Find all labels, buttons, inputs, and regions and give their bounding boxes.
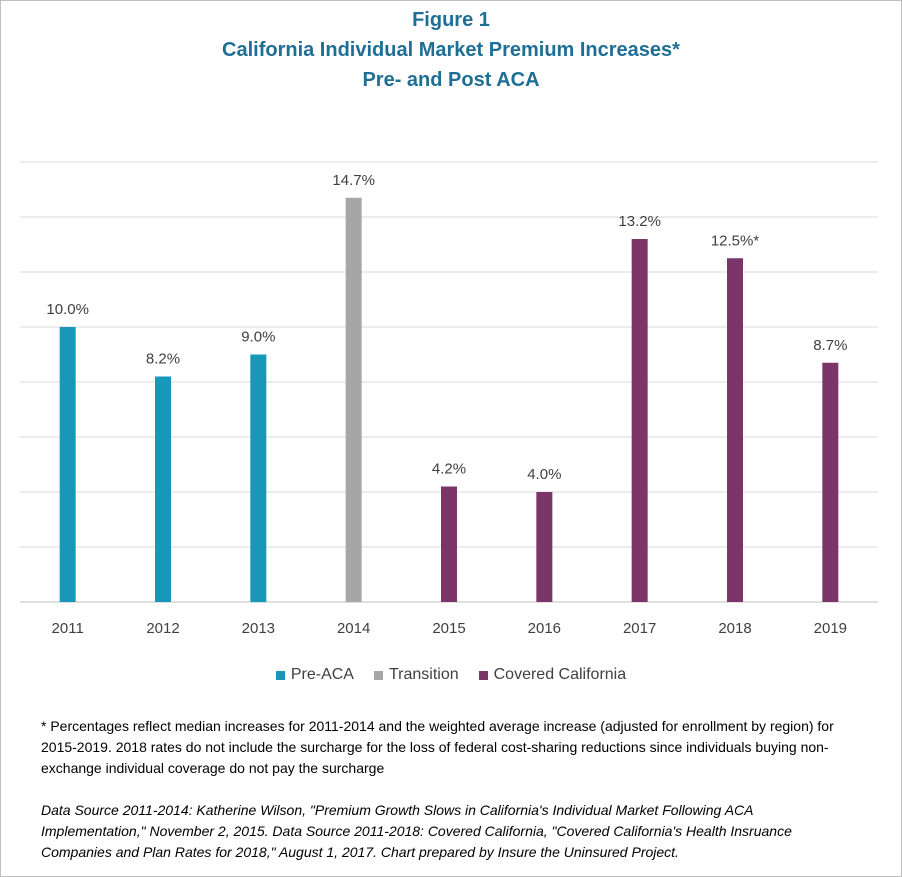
data-label-2011: 10.0% (46, 301, 89, 318)
data-label-2017: 13.2% (618, 213, 661, 230)
x-tick-label-2017: 2017 (623, 620, 656, 637)
bar-chart: 10.0% 2011 8.2% 2012 9.0% 2013 14.7% 2014 4.2% 20… (20, 161, 878, 637)
legend-label-pre-aca: Pre-ACA (290, 666, 354, 683)
chart-title: California Individual Market Premium Inc… (222, 39, 680, 61)
legend-label-covered-california: Covered California (493, 666, 627, 683)
legend-swatch-pre-aca (275, 670, 285, 680)
data-label-2012: 8.2% (146, 351, 180, 368)
data-label-2018: 12.5%* (711, 232, 760, 249)
data-label-2013: 9.0% (241, 329, 275, 346)
footnote: * Percentages reflect median increases f… (41, 718, 834, 776)
bar-2011 (59, 327, 76, 602)
legend-swatch-covered-california (478, 670, 488, 680)
figure-label: Figure 1 (412, 9, 490, 31)
legend-item-transition: Transition (373, 666, 459, 684)
bar-2012 (155, 376, 171, 602)
data-label-2016: 4.0% (527, 466, 561, 483)
x-tick-label-2016: 2016 (528, 620, 561, 637)
legend-item-covered-california: Covered California (478, 666, 627, 684)
legend-label-transition: Transition (388, 666, 459, 683)
legend: Pre-ACA Transition Covered California (0, 666, 902, 684)
bar-2017 (631, 239, 648, 602)
data-source: Data Source 2011-2014: Katherine Wilson,… (41, 802, 792, 860)
x-tick-label-2019: 2019 (814, 620, 847, 637)
bar-2015 (441, 486, 457, 602)
x-tick-label-2013: 2013 (242, 620, 275, 637)
legend-swatch-transition (373, 670, 383, 680)
bar-2014 (345, 197, 362, 602)
data-label-2019: 8.7% (813, 337, 847, 354)
x-tick-label-2011: 2011 (52, 620, 84, 637)
x-tick-label-2018: 2018 (718, 620, 751, 637)
bar-2019 (822, 362, 839, 602)
data-label-2015: 4.2% (432, 461, 466, 478)
chart-subtitle: Pre- and Post ACA (362, 69, 540, 91)
legend-item-pre-aca: Pre-ACA (275, 666, 354, 684)
bar-2013 (250, 354, 267, 602)
data-label-2014: 14.7% (332, 172, 375, 189)
x-tick-label-2015: 2015 (432, 620, 465, 637)
x-tick-label-2014: 2014 (337, 620, 370, 637)
x-tick-label-2012: 2012 (146, 620, 179, 637)
bar-2016 (536, 492, 553, 602)
bar-2018 (727, 258, 743, 602)
